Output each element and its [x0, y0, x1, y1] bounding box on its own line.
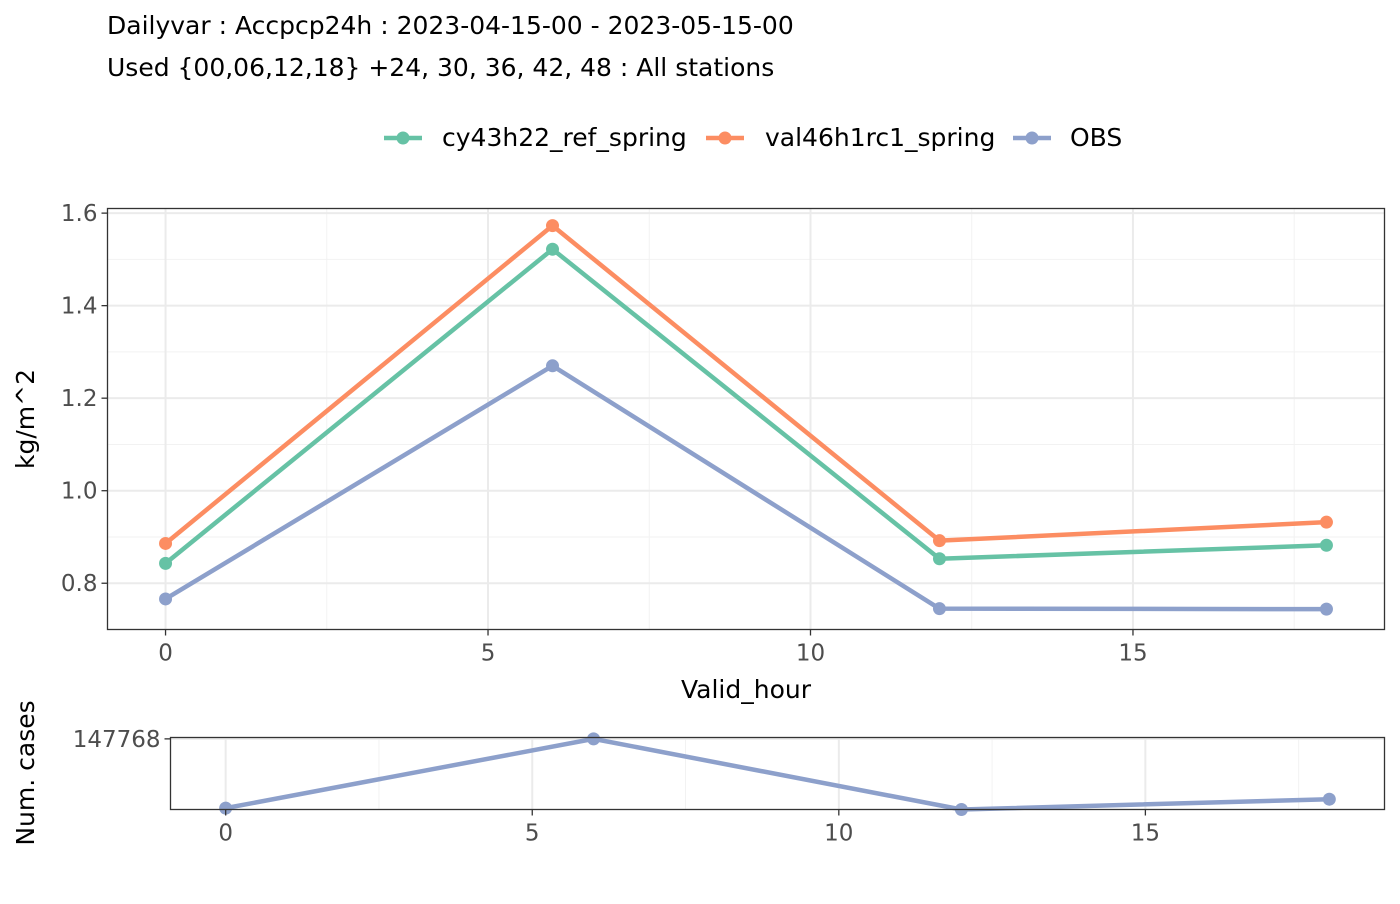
data-point — [546, 242, 560, 256]
chart-subtitle: Used {00,06,12,18} +24, 30, 36, 42, 48 :… — [107, 53, 774, 82]
main-series — [159, 219, 1333, 616]
data-point — [932, 602, 946, 616]
x-tick-label: 5 — [525, 821, 540, 847]
x-tick-label: 10 — [824, 821, 853, 847]
y-tick-label: 1.4 — [61, 294, 98, 320]
chart-title: Dailyvar : Accpcp24h : 2023-04-15-00 - 2… — [107, 11, 794, 40]
main-panel: 0 5 10 15 0.8 1.0 1.2 1.4 1.6 Valid_hour kg/m^2 — [11, 201, 1386, 704]
series-line — [223, 736, 1332, 812]
data-point — [1319, 515, 1333, 529]
cases-panel-border — [169, 736, 1386, 811]
data-point — [1322, 792, 1336, 806]
data-point — [219, 801, 233, 815]
y-tick-label: 147768 — [73, 727, 161, 753]
cases-grid — [170, 737, 1385, 810]
series-line — [163, 223, 1329, 546]
x-tick-label: 5 — [481, 641, 496, 667]
x-tick-label: 15 — [1131, 821, 1160, 847]
y-tick-label: 1.6 — [61, 201, 98, 227]
data-point — [1319, 538, 1333, 552]
data-point — [546, 219, 560, 233]
legend-key-point — [396, 131, 410, 145]
data-point — [932, 552, 946, 566]
cases-panel: 0 5 10 15 147768 Num. cases — [11, 700, 1386, 847]
main-panel-border — [106, 207, 1386, 631]
data-point — [546, 359, 560, 373]
x-tick-label: 0 — [158, 641, 173, 667]
y-tick-label: 1.2 — [61, 386, 98, 412]
y-tick-label: 1.0 — [61, 479, 98, 505]
data-point — [1319, 602, 1333, 616]
legend-label: val46h1rc1_spring — [765, 123, 995, 152]
legend-key-point — [1025, 131, 1039, 145]
data-point — [159, 556, 173, 570]
legend: cy43h22_ref_spring val46h1rc1_spring OBS — [384, 123, 1122, 152]
main-axes: 0 5 10 15 0.8 1.0 1.2 1.4 1.6 — [61, 201, 1148, 666]
series-line — [163, 363, 1329, 612]
x-tick-label: 10 — [796, 641, 825, 667]
data-point — [587, 732, 601, 746]
x-tick-label: 15 — [1118, 641, 1147, 667]
y-tick-label: 0.8 — [61, 571, 98, 597]
x-tick-label: 0 — [218, 821, 233, 847]
series-line — [163, 246, 1329, 566]
cases-axes: 0 5 10 15 147768 — [73, 727, 1160, 847]
cases-y-axis-title: Num. cases — [11, 700, 40, 845]
legend-key-point — [718, 131, 732, 145]
legend-label: cy43h22_ref_spring — [442, 123, 687, 152]
data-point — [159, 592, 173, 606]
y-axis-title: kg/m^2 — [11, 369, 40, 469]
data-point — [159, 536, 173, 550]
x-axis-title: Valid_hour — [681, 675, 812, 704]
legend-label: OBS — [1070, 123, 1122, 152]
data-point — [932, 534, 946, 548]
